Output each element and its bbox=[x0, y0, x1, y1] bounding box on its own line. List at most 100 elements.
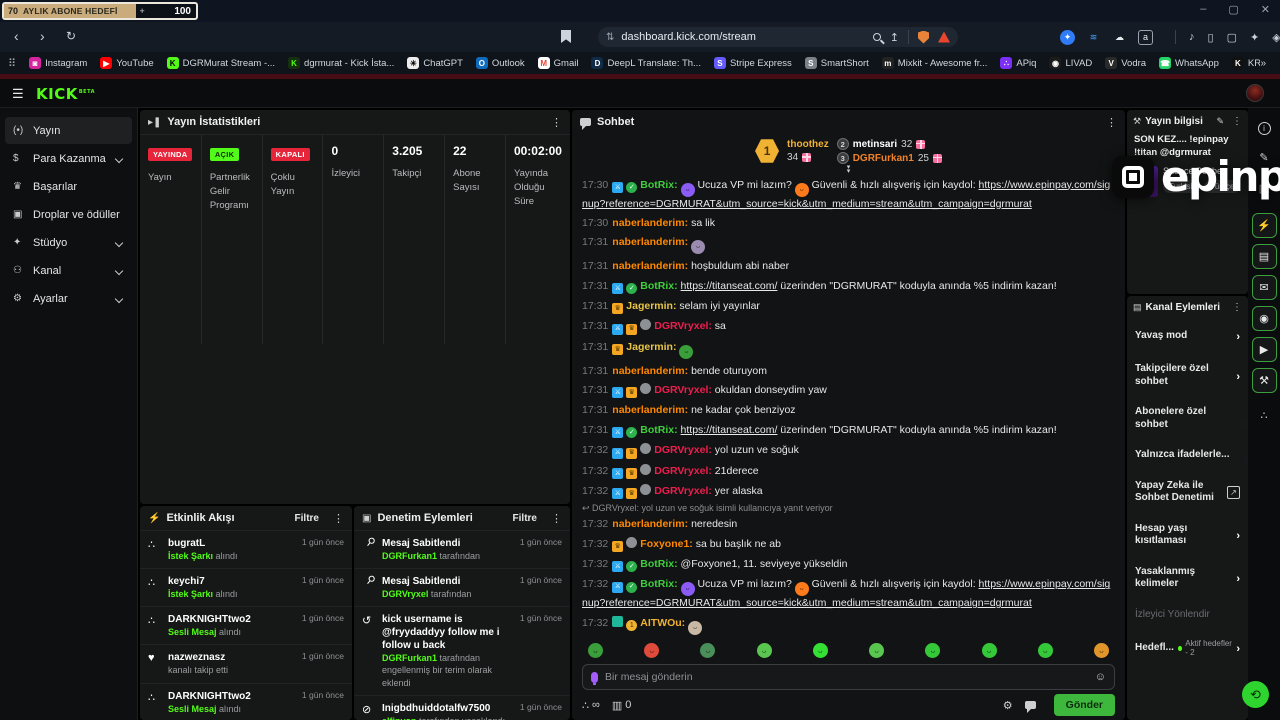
channel-action-row[interactable]: Yapay Zeka ile Sohbet Denetimi ↗ bbox=[1127, 471, 1248, 514]
mod-action-row[interactable]: ⚲ Mesaj Sabitlendi DGRFurkan1 tarafından 1 … bbox=[354, 530, 570, 568]
chat-panel-icon[interactable]: ✉ bbox=[1251, 275, 1277, 300]
ghost-extension-icon[interactable]: ☁ bbox=[1115, 31, 1124, 42]
support-chat-bubble[interactable]: ⟲ bbox=[1242, 681, 1269, 708]
chat-message[interactable]: 17:31 naberlanderim: ᴗ bbox=[582, 233, 1115, 257]
bookmark-item[interactable]: K DGRMurat Stream -... bbox=[166, 57, 275, 69]
chat-message[interactable]: 17:31 ♛ Jagermin: selam iyi yayınlar bbox=[582, 297, 1115, 317]
shield-icon[interactable]: ◈ bbox=[1272, 31, 1280, 44]
chat-message[interactable]: 17:32 ⚔ ♛ DGRVryxel: 21derece bbox=[582, 461, 1115, 481]
shield-badge-icon[interactable] bbox=[918, 30, 929, 44]
chat-message[interactable]: 17:32 ⚔ ✓ BotRix: ᴗ Ucuza VP mi lazım? ᴗ Gü… bbox=[582, 578, 1111, 610]
reload-icon[interactable]: ↻ bbox=[66, 29, 77, 43]
url-bar[interactable]: ⇅ dashboard.kick.com/stream ↥ bbox=[598, 27, 958, 47]
bookmark-item[interactable]: ◉ LIVAD bbox=[1049, 57, 1092, 69]
share-icon[interactable]: ↥ bbox=[889, 31, 899, 44]
bookmark-item[interactable]: ▶ YouTube bbox=[100, 57, 154, 69]
message-link[interactable]: https://www.epinpay.com/signup?reference… bbox=[582, 178, 1111, 210]
bookmark-item[interactable]: D DeepL Translate: Th... bbox=[591, 57, 701, 69]
chat-message[interactable]: 17:31 ⚔ ♛ DGRVryxel: sa bbox=[582, 317, 1115, 337]
sidebar-item-ba-ar-lar[interactable]: ♛ Başarılar bbox=[5, 173, 132, 200]
emote-shortcut[interactable]: ᴗ bbox=[812, 643, 828, 658]
emote-shortcut[interactable]: ᴗ bbox=[869, 643, 885, 658]
message-link[interactable]: https://titanseat.com/ bbox=[680, 279, 778, 292]
channel-action-row[interactable]: Hesap yaşı kısıtlaması › bbox=[1127, 514, 1248, 557]
chat-message[interactable]: 17:32 ♛ Foxyone1: sa bu başlık ne ab bbox=[582, 534, 1115, 554]
bookmark-item[interactable]: M Gmail bbox=[537, 57, 578, 69]
bookmark-item[interactable]: ✳ ChatGPT bbox=[407, 57, 463, 69]
media-icon[interactable]: ♪ bbox=[1189, 31, 1195, 43]
kick-logo[interactable]: KICKBETA bbox=[36, 85, 95, 103]
gift-leaderboard[interactable]: 1 thoothez 34 2 metinsari 32 3 DGRFurkan1 25 bbox=[572, 134, 1125, 166]
chat-message[interactable]: 17:31 ⚔ ✓ BotRix: https://titanseat.com/ üz… bbox=[582, 276, 1115, 296]
chat-input[interactable] bbox=[605, 671, 1088, 683]
chat-message[interactable]: 17:30 ⚔ ✓ BotRix: ᴗ Ucuza VP mi lazım? ᴗ Gü… bbox=[582, 178, 1111, 210]
sidebar-item-yay-n[interactable]: (•) Yayın bbox=[5, 117, 132, 144]
avatar[interactable] bbox=[1246, 84, 1264, 102]
chat-message[interactable]: 17:32 ⚔ ♛ DGRVryxel: yer alaska bbox=[582, 481, 1115, 501]
mod-action-row[interactable]: ⚲ Mesaj Sabitlendi DGRVryxel tarafından 1 g… bbox=[354, 568, 570, 606]
emote-shortcut[interactable]: ᴗ bbox=[588, 643, 603, 658]
chevron-right-icon[interactable]: › bbox=[1236, 530, 1240, 542]
send-button[interactable]: Gönder bbox=[1053, 694, 1115, 716]
close-icon[interactable]: ✕ bbox=[1260, 4, 1270, 16]
gift-sub-button[interactable]: ▥ 0 bbox=[611, 699, 632, 712]
site-settings-icon[interactable]: ⇅ bbox=[606, 31, 615, 43]
bookmark-item[interactable]: ∴ APiq bbox=[1000, 57, 1036, 69]
clips-icon[interactable]: ▶ bbox=[1251, 337, 1277, 362]
forward-icon[interactable]: › bbox=[40, 28, 45, 44]
activity-row[interactable]: ♥ nazweznasz kanalı takip etti 1 gün önce bbox=[140, 644, 352, 682]
channel-action-row[interactable]: Yalnızca ifadelerle... bbox=[1127, 440, 1248, 471]
chat-message[interactable]: 17:32 1 AITWOu: ᴗ bbox=[582, 613, 1115, 637]
mod-actions-kebab-icon[interactable]: ⋮ bbox=[551, 512, 562, 525]
emote-shortcut[interactable]: ᴗ bbox=[925, 643, 941, 658]
chat-message[interactable]: 17:32 ⚔ ✓ BotRix: @Foxyone1, 11. seviyeye y… bbox=[582, 555, 1115, 575]
category-name[interactable]: Sadece Sohbet bbox=[1163, 165, 1225, 176]
message-link[interactable]: https://www.epinpay.com/signup?reference… bbox=[582, 578, 1111, 610]
chat-message[interactable]: 17:31 naberlanderim: ne kadar çok benziyo… bbox=[582, 404, 796, 417]
translate-extension-icon[interactable]: ✦ bbox=[1060, 29, 1075, 45]
wave-extension-icon[interactable]: ≋ bbox=[1089, 31, 1098, 42]
bookmark-item[interactable]: S SmartShort bbox=[804, 57, 869, 69]
activity-kebab-icon[interactable]: ⋮ bbox=[333, 512, 344, 525]
channel-actions-kebab-icon[interactable]: ⋮ bbox=[1232, 301, 1242, 313]
chevron-right-icon[interactable]: › bbox=[1236, 573, 1240, 585]
chevron-right-icon[interactable]: › bbox=[1236, 643, 1240, 655]
mic-icon[interactable] bbox=[591, 671, 598, 685]
chat-message[interactable]: 17:31 naberlanderim: hoşbuldum abi naber bbox=[582, 260, 790, 273]
activity-row[interactable]: ∴ bugratL İstek Şarkı alındı 1 gün önce bbox=[140, 530, 352, 568]
emote-shortcut[interactable]: ᴗ bbox=[700, 643, 716, 658]
emote-shortcut[interactable]: ᴗ bbox=[981, 643, 997, 658]
stream-tag[interactable]: Türkçe bbox=[1203, 179, 1241, 193]
chat-message[interactable]: 17:32 naberlanderim: neredesin bbox=[582, 518, 738, 531]
chat-settings-icon[interactable]: ⚙ bbox=[1002, 699, 1013, 712]
emote-shortcut[interactable]: ᴗ bbox=[756, 643, 772, 658]
activity-row[interactable]: ∴ DARKNIGHTtwo2 Sesli Mesaj alındı 1 gün ön… bbox=[140, 682, 352, 720]
chat-message[interactable]: 17:31 ♛ Jagermin: ᴗ bbox=[582, 337, 1115, 361]
more-dots-icon[interactable]: ∴ bbox=[1260, 410, 1268, 422]
reader-extension-icon[interactable]: a bbox=[1138, 29, 1153, 45]
channel-action-row[interactable]: Takipçilere özel sohbet › bbox=[1127, 354, 1248, 397]
zoom-icon[interactable] bbox=[872, 33, 881, 41]
back-icon[interactable]: ‹ bbox=[14, 28, 19, 44]
channel-action-row[interactable]: Abonelere özel sohbet bbox=[1127, 397, 1248, 440]
bookmark-item[interactable]: V Vodra bbox=[1105, 57, 1146, 69]
emote-shortcut[interactable]: ᴗ bbox=[644, 643, 660, 658]
edit-icon[interactable]: ✎ bbox=[1259, 152, 1269, 164]
bookmark-icon[interactable] bbox=[561, 30, 571, 43]
chat-message-list[interactable]: 19:201SucukveEkmek: yeni age'nde mutlu o… bbox=[572, 176, 1125, 639]
channel-action-row[interactable]: Yavaş mod › bbox=[1127, 318, 1248, 354]
wand-icon[interactable]: ✦ bbox=[1249, 31, 1260, 44]
activity-row[interactable]: ∴ keychi7 İstek Şarkı alındı 1 gün önce bbox=[140, 568, 352, 606]
stats-kebab-icon[interactable]: ⋮ bbox=[551, 116, 562, 129]
channel-action-row[interactable]: Hedefl... Aktif hedefler - 2 › bbox=[1127, 630, 1248, 666]
stream-tag[interactable]: Turkish bbox=[1163, 179, 1201, 193]
chat-message[interactable]: 17:30 naberlanderim: sa lik bbox=[582, 217, 715, 229]
info-icon[interactable]: i bbox=[1257, 122, 1271, 135]
tab-icon[interactable]: ▢ bbox=[1226, 31, 1237, 44]
broadcast-icon[interactable]: ◉ bbox=[1251, 306, 1277, 331]
chat-message[interactable]: 17:31 ⚔ ♛ DGRVryxel: okuldan donseydim yaw bbox=[582, 381, 1115, 401]
identity-icon[interactable]: ∴ ∞ bbox=[582, 699, 600, 712]
bookmarks-overflow-icon[interactable]: » bbox=[1260, 57, 1266, 69]
capture-icon[interactable]: ▣ bbox=[1258, 183, 1270, 195]
